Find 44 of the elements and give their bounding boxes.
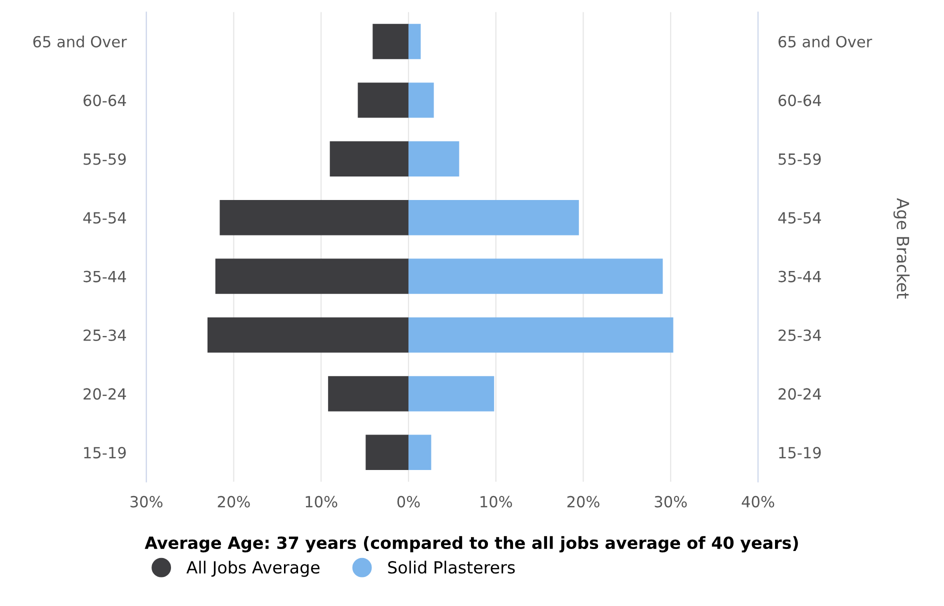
bar [220, 200, 408, 236]
bar [328, 376, 408, 412]
x-tick-label: 10% [480, 496, 512, 508]
bar [408, 317, 674, 353]
legend-title: Average Age: 37 years (compared to the all jobs average of 40 years) [144, 536, 798, 552]
x-tick-label: 40% [742, 496, 774, 508]
bar [215, 258, 408, 294]
text: Age Bracket [893, 198, 910, 299]
category-label: 25-34 [778, 329, 822, 342]
bar [408, 200, 579, 236]
x-tick-label: 30% [130, 496, 162, 508]
x-tick-label: 0% [397, 496, 420, 508]
bar [366, 434, 408, 470]
category-label: 15-19 [779, 446, 821, 458]
y-tick-label: 65 and Over [33, 36, 127, 48]
category-label: 35-44 [778, 270, 822, 282]
y-tick-label: 25-34 [84, 329, 126, 342]
bar [408, 141, 460, 176]
y-tick-label: 55-59 [84, 153, 126, 165]
x-tick-label: 30% [654, 496, 687, 508]
bar [207, 317, 408, 353]
y-tick-label: 35-44 [84, 270, 126, 282]
category-label: 65 and Over [778, 36, 872, 48]
legend-label: All Jobs Average [186, 560, 320, 577]
bar [372, 24, 408, 60]
bar [408, 258, 663, 294]
bar [408, 376, 494, 412]
x-tick-label: 20% [218, 496, 250, 508]
category-label: 55-59 [778, 153, 821, 165]
bar [408, 24, 421, 60]
category-label: 60-64 [778, 94, 822, 106]
y-tick-label: 45-54 [83, 212, 126, 224]
y-tick-label: 60-64 [84, 94, 126, 106]
category-label: 45-54 [778, 212, 822, 224]
bar [408, 434, 432, 470]
x-tick-label: 20% [567, 496, 600, 508]
category-label: 20-24 [778, 388, 822, 400]
y-tick-label: 20-24 [84, 388, 126, 400]
bar [330, 141, 408, 176]
y-tick-label: 15-19 [84, 446, 126, 458]
bar [358, 82, 408, 118]
bar [408, 82, 434, 118]
x-tick-label: 10% [306, 496, 338, 508]
legend-label: Solid Plasterers [388, 560, 515, 574]
